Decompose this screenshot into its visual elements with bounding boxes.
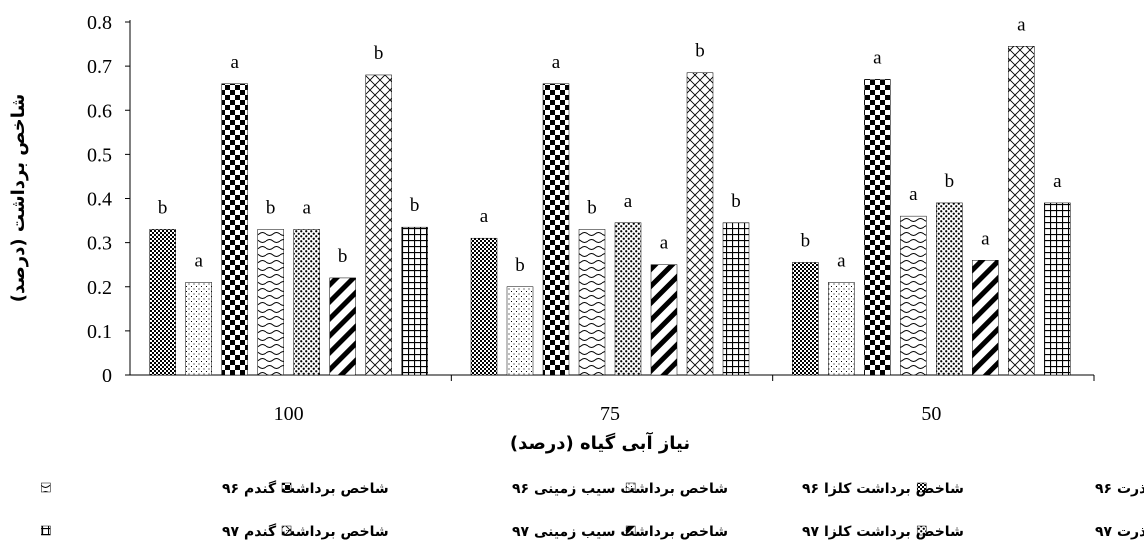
- y-tick-label: 0.6: [87, 100, 112, 122]
- significance-label: b: [410, 195, 420, 216]
- significance-label: a: [302, 197, 311, 218]
- bar: [650, 264, 678, 376]
- bar: [470, 237, 498, 376]
- significance-label: a: [837, 250, 846, 271]
- significance-label: a: [194, 250, 203, 271]
- bar: [542, 83, 570, 376]
- significance-label: b: [945, 171, 955, 192]
- y-tick-label: 0.4: [87, 189, 112, 211]
- legend-label: شاخص برداشت گندم ۹۶: [222, 480, 389, 497]
- legend-label: شاخص برداشت کلزا ۹۶: [802, 481, 964, 497]
- bar: [221, 83, 248, 376]
- bar: [936, 202, 963, 376]
- significance-label: b: [695, 41, 705, 62]
- significance-label: a: [1017, 14, 1026, 35]
- bar: [257, 229, 284, 376]
- legend-swatch: [281, 525, 292, 536]
- bar: [828, 282, 855, 376]
- bar: [293, 229, 320, 376]
- legend-swatch: [625, 482, 636, 493]
- legend-swatch: [41, 482, 51, 493]
- legend-label: شاخص برداشت ذرت ۹۶: [1095, 481, 1144, 497]
- category-label: 50: [921, 403, 941, 425]
- bar: [149, 229, 176, 376]
- legend-swatch: [281, 482, 292, 493]
- legend-label: شاخص برداشت گندم ۹۷: [222, 523, 389, 540]
- bar: [864, 79, 891, 376]
- legend-swatch: [625, 525, 636, 536]
- legend-swatch: [916, 482, 927, 493]
- significance-label: a: [660, 233, 669, 254]
- significance-label: a: [552, 52, 561, 73]
- significance-label: b: [587, 197, 597, 218]
- significance-label: b: [515, 255, 525, 276]
- y-tick-label: 0.5: [87, 144, 112, 166]
- significance-label: a: [1053, 171, 1062, 192]
- bar: [722, 222, 750, 376]
- significance-label: b: [731, 191, 741, 212]
- significance-label: b: [338, 246, 348, 267]
- bar: [578, 229, 606, 376]
- bar: [686, 72, 714, 376]
- significance-label: a: [909, 184, 918, 205]
- bar: [614, 222, 642, 376]
- legend-swatch: [916, 525, 927, 536]
- significance-label: b: [266, 197, 276, 218]
- bar: [1008, 46, 1035, 376]
- y-tick-label: 0.1: [87, 321, 112, 343]
- significance-label: a: [981, 228, 990, 249]
- bar: [972, 260, 999, 376]
- category-label: 75: [600, 403, 620, 425]
- y-tick-label: 0.2: [87, 277, 112, 299]
- significance-label: a: [480, 206, 489, 227]
- x-axis-title: نیاز آبی گیاه (درصد): [510, 431, 690, 454]
- y-axis-title: شاخص برداشت (درصد): [8, 94, 29, 303]
- y-tick-label: 0.8: [87, 12, 112, 34]
- legend-label: شاخص برداشت کلزا ۹۷: [802, 524, 964, 540]
- y-tick-label: 0.3: [87, 233, 112, 255]
- significance-label: b: [158, 197, 168, 218]
- legend-label: شاخص برداشت ذرت ۹۷: [1095, 524, 1144, 540]
- legend-label: شاخص برداشت سیب زمینی ۹۷: [512, 524, 728, 540]
- significance-label: a: [873, 47, 882, 68]
- y-tick-label: 0.7: [87, 56, 112, 78]
- bar: [900, 215, 927, 376]
- significance-label: b: [801, 230, 811, 251]
- legend-label: شاخص برداشت سیب زمینی ۹۶: [512, 481, 728, 497]
- y-tick-label: 0: [102, 365, 112, 387]
- significance-label: a: [624, 191, 633, 212]
- bar: [1044, 202, 1071, 376]
- bar: [185, 282, 212, 376]
- bar: [329, 277, 356, 376]
- significance-label: b: [374, 43, 384, 64]
- significance-label: a: [230, 52, 239, 73]
- bar: [401, 226, 428, 376]
- category-label: 100: [274, 403, 304, 425]
- bar: [792, 262, 819, 376]
- bar: [365, 74, 392, 376]
- bar: [506, 286, 534, 376]
- legend-swatch: [41, 525, 51, 536]
